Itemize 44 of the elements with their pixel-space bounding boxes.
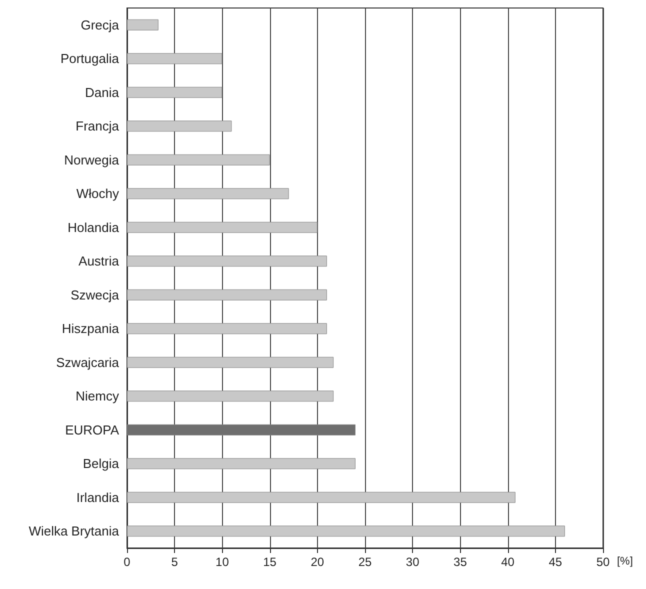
y-tick-label: Irlandia [76,490,120,505]
bar [127,424,356,436]
y-tick-label: Belgia [82,456,120,472]
y-tick-label: Niemcy [76,388,120,404]
bar [127,323,327,334]
y-tick-label: Francja [76,118,120,134]
y-tick-label: Szwajcaria [56,354,120,370]
bar [127,120,232,132]
y-tick-label: Grecja [80,17,120,32]
bar [127,19,158,30]
bar [127,492,516,503]
bar [127,356,334,368]
x-tick-label: 25 [358,555,372,569]
bar [127,289,327,300]
bar [127,390,334,402]
bar [127,154,270,166]
x-tick-label: 20 [310,555,324,569]
x-tick-label: 35 [454,555,468,569]
bar [127,256,327,267]
bar [127,53,222,64]
bar [127,222,318,233]
y-tick-label: Hiszpania [62,321,120,336]
y-tick-label: Portugalia [60,51,120,66]
x-axis-title: [%] [617,556,633,568]
bar [127,458,356,470]
y-tick-label: Szwecja [70,287,120,302]
bar [127,188,289,200]
x-tick-label: 50 [596,555,610,569]
x-tick-label: 0 [124,555,131,569]
y-tick-label: Austria [78,254,120,269]
x-tick-label: 40 [501,555,515,569]
bar [127,526,565,537]
y-tick-label: Włochy [76,186,120,202]
x-tick-label: 45 [548,555,562,569]
bar [127,86,222,98]
y-tick-label: Holandia [68,220,120,235]
x-tick-label: 15 [263,555,277,569]
y-tick-label: Wielka Brytania [28,524,120,539]
x-tick-label: 30 [406,555,420,569]
x-tick-label: 10 [216,555,230,569]
y-tick-label: Dania [85,84,120,100]
x-tick-label: 5 [171,555,178,569]
y-tick-label: Norwegia [64,152,120,168]
y-tick-label: EUROPA [65,422,120,438]
